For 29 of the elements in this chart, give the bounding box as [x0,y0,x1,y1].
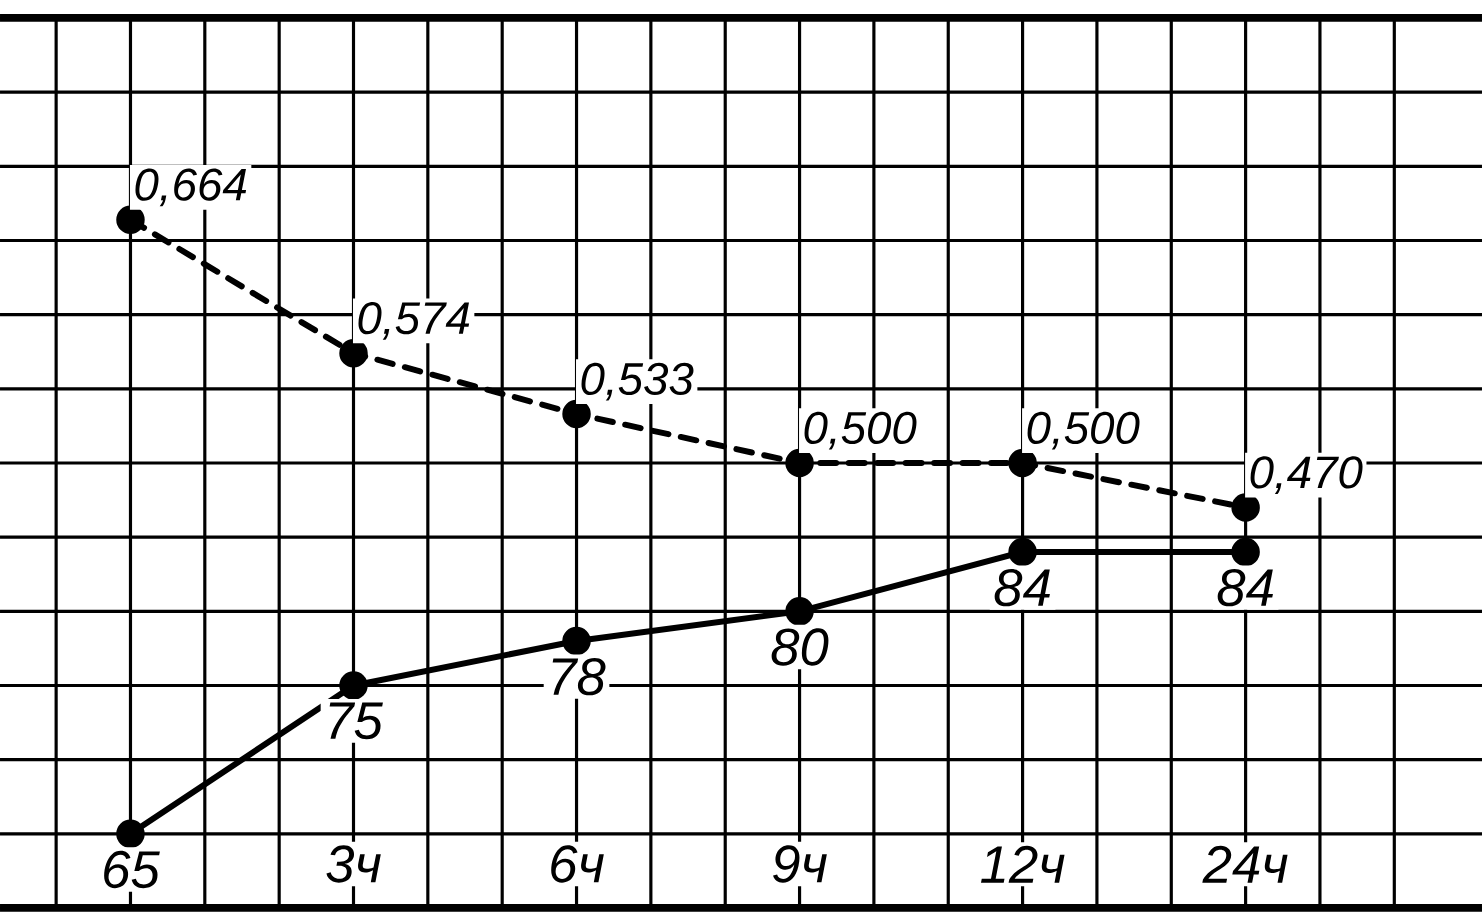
data-label: 0,664 [135,168,247,207]
point [785,597,814,626]
data-label: 0,533 [581,362,694,401]
point [116,819,145,849]
data-label: 78 [552,658,606,696]
data-label: 80 [771,628,829,666]
x-tick-label: 3ч [326,845,381,883]
data-label: 0,470 [1250,456,1363,494]
point [785,448,814,478]
data-label: 75 [329,702,383,740]
data-label: 0,574 [358,301,470,340]
point [339,671,368,700]
x-tick-label: 6ч [551,845,604,883]
data-label: 65 [104,850,160,889]
point [116,205,145,234]
x-tick-label: 9ч [773,845,827,883]
data-label: 0,500 [1027,411,1140,450]
data-label: 84 [1217,569,1273,607]
data-label: 0,500 [804,411,917,450]
x-tick-label: 12ч [981,845,1065,883]
point [562,626,591,656]
point [1008,537,1037,567]
point [1008,448,1037,478]
point [1231,537,1260,567]
point [562,399,591,429]
point [339,338,368,368]
point [1231,493,1260,522]
data-label: 84 [994,569,1050,607]
x-tick-label: 24ч [1202,845,1288,883]
